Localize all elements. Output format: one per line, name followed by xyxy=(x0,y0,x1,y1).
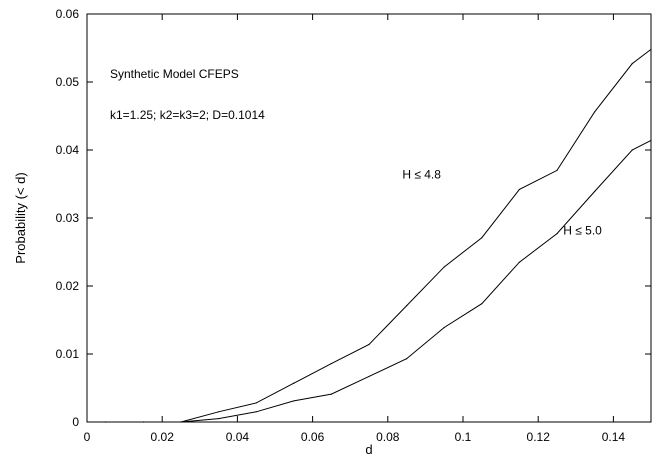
series-0-point xyxy=(368,343,370,346)
series-1-point xyxy=(255,411,257,413)
y-tick-label: 0 xyxy=(72,415,79,429)
y-tick-label: 0.01 xyxy=(56,347,80,361)
series-1-point xyxy=(406,358,408,360)
annotation-parameters: k1=1.25; k2=k3=2; D=0.1014 xyxy=(110,108,265,122)
series-label-0: H ≤ 4.8 xyxy=(402,168,441,182)
y-axis-label: Probability (< d) xyxy=(13,172,28,263)
x-tick-label: 0.1 xyxy=(455,430,472,444)
x-tick-label: 0 xyxy=(84,430,91,444)
series-0-point xyxy=(443,266,445,268)
y-tick-label: 0.03 xyxy=(56,211,80,225)
y-tick-label: 0.05 xyxy=(56,75,80,89)
x-axis-label: d xyxy=(365,442,372,457)
series-1-point xyxy=(368,375,370,378)
series-1-point xyxy=(142,421,144,423)
y-tick-label: 0.04 xyxy=(56,143,80,157)
series-0-point xyxy=(330,362,332,365)
x-tick-label: 0.02 xyxy=(151,430,175,444)
series-1-point xyxy=(518,261,521,263)
x-tick-label: 0.12 xyxy=(527,430,551,444)
series-line-0 xyxy=(105,48,652,423)
series-1-point xyxy=(218,418,220,420)
y-tick-label: 0.02 xyxy=(56,279,80,293)
series-1-point xyxy=(631,149,633,151)
series-0-point xyxy=(218,411,220,413)
series-0-point xyxy=(481,237,483,239)
series-1-point xyxy=(594,190,596,193)
y-tick-label: 0.06 xyxy=(56,7,80,21)
series-0-point xyxy=(631,63,633,65)
series-label-1: H ≤ 5.0 xyxy=(563,223,602,237)
x-tick-label: 0.14 xyxy=(602,430,626,444)
series-labels: H ≤ 4.8 H ≤ 5.0 xyxy=(402,168,602,238)
series-lines xyxy=(105,48,652,423)
series-0-point xyxy=(556,169,558,171)
series-1-point xyxy=(105,421,107,423)
annotation-model: Synthetic Model CFEPS xyxy=(110,67,239,81)
series-0-point xyxy=(293,382,295,384)
x-tick-label: 0.08 xyxy=(376,430,400,444)
series-1-point xyxy=(443,326,445,329)
axis-ticks xyxy=(86,13,651,423)
series-0-point xyxy=(594,111,596,113)
series-1-point xyxy=(650,139,652,142)
x-tick-label: 0.04 xyxy=(226,430,250,444)
series-1-point xyxy=(556,233,558,235)
series-0-point xyxy=(406,305,408,307)
series-0-point xyxy=(255,402,257,404)
x-tick-label: 0.06 xyxy=(301,430,325,444)
series-0-point xyxy=(650,48,652,50)
series-1-point xyxy=(330,393,332,395)
axis-tick-labels: 0 0.02 0.04 0.06 0.08 0.1 0.12 0.14 0 0.01 0.02 0.0… xyxy=(56,7,626,444)
series-1-point xyxy=(481,303,483,305)
series-1-point xyxy=(180,421,182,423)
series-0-point xyxy=(518,188,521,191)
series-line-1 xyxy=(105,140,652,423)
series-1-point xyxy=(293,400,295,402)
